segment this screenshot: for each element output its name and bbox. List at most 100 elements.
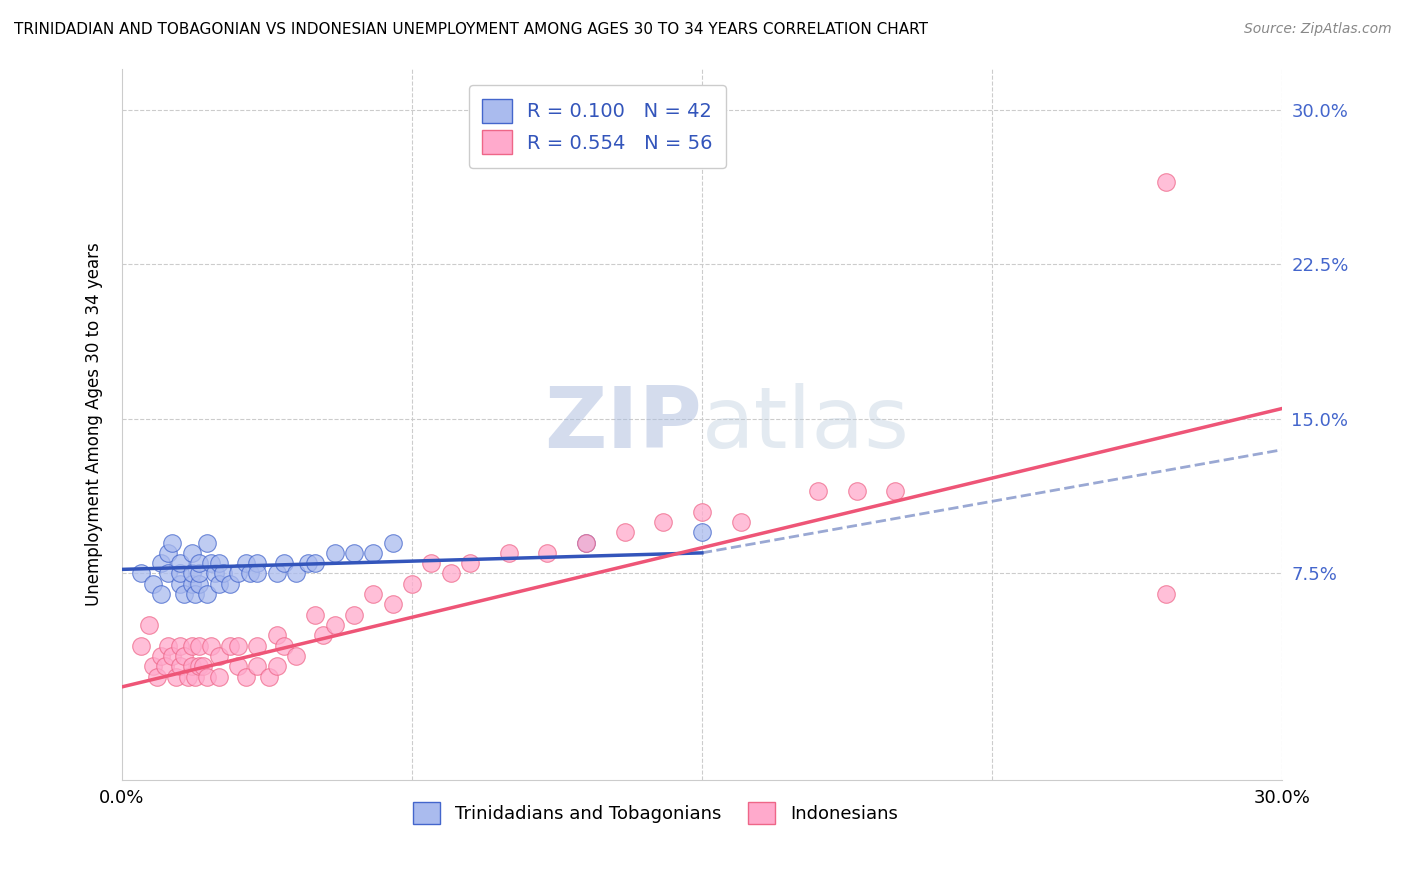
Legend: Trinidadians and Tobagonians, Indonesians: Trinidadians and Tobagonians, Indonesian…	[402, 791, 908, 835]
Point	[343, 546, 366, 560]
Point	[297, 556, 319, 570]
Point	[188, 659, 211, 673]
Point	[458, 556, 481, 570]
Point	[149, 556, 172, 570]
Point	[845, 484, 868, 499]
Point	[184, 587, 207, 601]
Point	[165, 669, 187, 683]
Point	[304, 607, 326, 622]
Point	[690, 505, 713, 519]
Point	[211, 566, 233, 581]
Point	[690, 525, 713, 540]
Point	[188, 576, 211, 591]
Point	[246, 566, 269, 581]
Point	[226, 659, 249, 673]
Point	[169, 659, 191, 673]
Point	[162, 535, 184, 549]
Point	[208, 576, 231, 591]
Point	[200, 639, 222, 653]
Point	[1154, 175, 1177, 189]
Point	[575, 535, 598, 549]
Point	[208, 556, 231, 570]
Point	[208, 669, 231, 683]
Point	[285, 648, 308, 663]
Point	[180, 566, 202, 581]
Text: atlas: atlas	[702, 383, 910, 466]
Point	[1154, 587, 1177, 601]
Point	[169, 566, 191, 581]
Point	[235, 669, 257, 683]
Point	[195, 587, 218, 601]
Point	[440, 566, 463, 581]
Point	[142, 659, 165, 673]
Point	[401, 576, 423, 591]
Point	[188, 556, 211, 570]
Point	[266, 659, 288, 673]
Point	[180, 639, 202, 653]
Point	[884, 484, 907, 499]
Point	[169, 639, 191, 653]
Point	[420, 556, 443, 570]
Point	[343, 607, 366, 622]
Point	[180, 546, 202, 560]
Point	[536, 546, 558, 560]
Point	[169, 576, 191, 591]
Point	[363, 587, 385, 601]
Point	[180, 576, 202, 591]
Point	[142, 576, 165, 591]
Point	[498, 546, 520, 560]
Point	[131, 566, 153, 581]
Point	[807, 484, 830, 499]
Point	[285, 566, 308, 581]
Point	[208, 648, 231, 663]
Point	[153, 659, 176, 673]
Point	[613, 525, 636, 540]
Point	[226, 639, 249, 653]
Point	[312, 628, 335, 642]
Point	[246, 659, 269, 673]
Point	[730, 515, 752, 529]
Point	[195, 669, 218, 683]
Point	[273, 639, 295, 653]
Point	[246, 639, 269, 653]
Point	[138, 618, 160, 632]
Point	[204, 566, 226, 581]
Point	[239, 566, 262, 581]
Point	[157, 546, 180, 560]
Point	[219, 639, 242, 653]
Text: TRINIDADIAN AND TOBAGONIAN VS INDONESIAN UNEMPLOYMENT AMONG AGES 30 TO 34 YEARS : TRINIDADIAN AND TOBAGONIAN VS INDONESIAN…	[14, 22, 928, 37]
Text: Source: ZipAtlas.com: Source: ZipAtlas.com	[1244, 22, 1392, 37]
Point	[149, 648, 172, 663]
Point	[304, 556, 326, 570]
Point	[195, 535, 218, 549]
Point	[173, 648, 195, 663]
Point	[226, 566, 249, 581]
Point	[149, 587, 172, 601]
Point	[184, 669, 207, 683]
Text: ZIP: ZIP	[544, 383, 702, 466]
Point	[219, 576, 242, 591]
Point	[157, 639, 180, 653]
Point	[177, 669, 200, 683]
Point	[381, 598, 404, 612]
Point	[323, 618, 346, 632]
Point	[200, 556, 222, 570]
Point	[257, 669, 280, 683]
Point	[180, 659, 202, 673]
Point	[266, 628, 288, 642]
Point	[652, 515, 675, 529]
Point	[266, 566, 288, 581]
Point	[162, 648, 184, 663]
Point	[246, 556, 269, 570]
Point	[188, 566, 211, 581]
Point	[188, 639, 211, 653]
Point	[131, 639, 153, 653]
Point	[173, 587, 195, 601]
Point	[235, 556, 257, 570]
Point	[193, 659, 215, 673]
Point	[146, 669, 169, 683]
Point	[381, 535, 404, 549]
Point	[575, 535, 598, 549]
Point	[323, 546, 346, 560]
Point	[157, 566, 180, 581]
